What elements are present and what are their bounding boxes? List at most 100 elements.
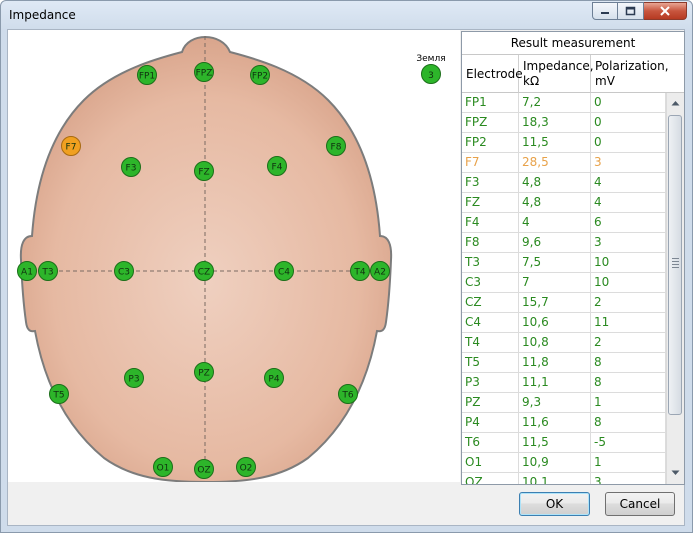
electrode-f7[interactable]: F7 — [61, 136, 81, 156]
electrode-label: P3 — [128, 375, 139, 385]
cell-polarization: 0 — [591, 113, 666, 132]
electrode-f3[interactable]: F3 — [121, 157, 141, 177]
electrode-p3[interactable]: P3 — [124, 368, 144, 388]
table-row[interactable]: C3 7 10 — [462, 273, 666, 293]
electrode-label: PZ — [198, 369, 210, 379]
electrode-label: P4 — [268, 375, 279, 385]
electrode-marker — [264, 368, 284, 388]
vertical-scrollbar[interactable] — [666, 93, 684, 484]
table-row[interactable]: T6 11,5 -5 — [462, 433, 666, 453]
electrode-t4[interactable]: T4 — [350, 261, 370, 281]
electrode-label: FP1 — [139, 72, 155, 82]
electrode-o1[interactable]: O1 — [153, 457, 173, 477]
electrode-marker — [338, 384, 358, 404]
electrode-o2[interactable]: O2 — [236, 457, 256, 477]
electrode-label: O1 — [157, 464, 170, 474]
table-row[interactable]: F4 4 6 — [462, 213, 666, 233]
title-bar[interactable]: Impedance — [1, 1, 692, 30]
table-row[interactable]: OZ 10,1 3 — [462, 473, 666, 484]
header-electrode[interactable]: Electrode — [462, 55, 523, 93]
table-row[interactable]: PZ 9,3 1 — [462, 393, 666, 413]
electrode-marker — [274, 261, 294, 281]
scroll-up-icon — [671, 101, 680, 106]
maximize-button[interactable] — [618, 2, 644, 20]
electrode-a1[interactable]: A1 — [17, 261, 37, 281]
table-row[interactable]: FPZ 18,3 0 — [462, 113, 666, 133]
cell-electrode: T6 — [462, 433, 519, 452]
cell-impedance: 10,9 — [519, 453, 591, 472]
table-row[interactable]: P3 11,1 8 — [462, 373, 666, 393]
electrode-f4[interactable]: F4 — [267, 156, 287, 176]
electrode-marker — [17, 261, 37, 281]
electrode-marker — [194, 261, 214, 281]
scroll-thumb[interactable] — [668, 115, 682, 415]
table-row[interactable]: P4 11,6 8 — [462, 413, 666, 433]
electrode-label: FPZ — [196, 69, 213, 79]
cell-polarization: -5 — [591, 433, 666, 452]
minimize-button[interactable] — [592, 2, 618, 20]
table-row[interactable]: O1 10,9 1 — [462, 453, 666, 473]
electrode-marker — [137, 65, 157, 85]
header-impedance[interactable]: Impedance, kΩ — [519, 55, 594, 93]
electrode-fz[interactable]: FZ — [194, 161, 214, 181]
close-icon — [660, 6, 670, 16]
electrode-label: FZ — [198, 168, 209, 178]
cell-polarization: 8 — [591, 353, 666, 372]
electrode-t3[interactable]: T3 — [38, 261, 58, 281]
cell-electrode: OZ — [462, 473, 519, 484]
scroll-up-button[interactable] — [668, 95, 683, 111]
table-row[interactable]: CZ 15,7 2 — [462, 293, 666, 313]
cell-polarization: 0 — [591, 93, 666, 112]
close-button[interactable] — [644, 2, 687, 20]
results-grid: Result measurement Electrode Impedance, … — [461, 31, 685, 485]
cancel-button[interactable]: Cancel — [605, 492, 675, 516]
scroll-grip-icon — [672, 258, 679, 268]
electrode-label: F7 — [66, 143, 77, 153]
cell-impedance: 11,1 — [519, 373, 591, 392]
cell-electrode: P4 — [462, 413, 519, 432]
cell-electrode: T5 — [462, 353, 519, 372]
table-row[interactable]: T3 7,5 10 — [462, 253, 666, 273]
electrode-f8[interactable]: F8 — [326, 136, 346, 156]
table-row[interactable]: FP1 7,2 0 — [462, 93, 666, 113]
table-row[interactable]: FZ 4,8 4 — [462, 193, 666, 213]
table-row[interactable]: T4 10,8 2 — [462, 333, 666, 353]
cell-impedance: 10,1 — [519, 473, 591, 484]
head-map-panel: FP1 FPZ FP2 F7 F3 FZ F4 F8 A1 T3 C3 CZ C4 T4 A2 T5 P3 PZ P… — [8, 30, 460, 482]
table-row[interactable]: F7 28,5 3 — [462, 153, 666, 173]
electrode-a2[interactable]: A2 — [370, 261, 390, 281]
electrode-label: A1 — [21, 268, 33, 278]
table-row[interactable]: FP2 11,5 0 — [462, 133, 666, 153]
electrode-oz[interactable]: OZ — [194, 459, 214, 479]
cell-impedance: 15,7 — [519, 293, 591, 312]
electrode-t6[interactable]: T6 — [338, 384, 358, 404]
grid-title: Result measurement — [462, 32, 684, 55]
electrode-t5[interactable]: T5 — [49, 384, 69, 404]
cell-impedance: 9,6 — [519, 233, 591, 252]
header-polarization[interactable]: Polarization, mV — [591, 55, 684, 93]
electrode-c4[interactable]: C4 — [274, 261, 294, 281]
table-row[interactable]: T5 11,8 8 — [462, 353, 666, 373]
cell-impedance: 10,6 — [519, 313, 591, 332]
electrode-cz[interactable]: CZ — [194, 261, 214, 281]
electrode-label: OZ — [197, 466, 210, 476]
ground-electrode[interactable]: Земля 3 — [416, 54, 446, 84]
electrode-label: F8 — [331, 143, 342, 153]
cell-polarization: 6 — [591, 213, 666, 232]
cell-polarization: 1 — [591, 453, 666, 472]
electrode-label: FP2 — [252, 72, 268, 82]
electrode-pz[interactable]: PZ — [194, 362, 214, 382]
electrode-marker — [370, 261, 390, 281]
ok-button[interactable]: OK — [519, 492, 590, 516]
table-row[interactable]: F8 9,6 3 — [462, 233, 666, 253]
table-row[interactable]: C4 10,6 11 — [462, 313, 666, 333]
electrode-c3[interactable]: C3 — [114, 261, 134, 281]
electrode-p4[interactable]: P4 — [264, 368, 284, 388]
scroll-down-button[interactable] — [668, 465, 683, 481]
electrode-fp2[interactable]: FP2 — [250, 65, 270, 85]
electrode-fp1[interactable]: FP1 — [137, 65, 157, 85]
maximize-icon — [625, 6, 636, 16]
table-row[interactable]: F3 4,8 4 — [462, 173, 666, 193]
ground-value: 3 — [428, 71, 434, 81]
electrode-fpz[interactable]: FPZ — [194, 62, 214, 82]
